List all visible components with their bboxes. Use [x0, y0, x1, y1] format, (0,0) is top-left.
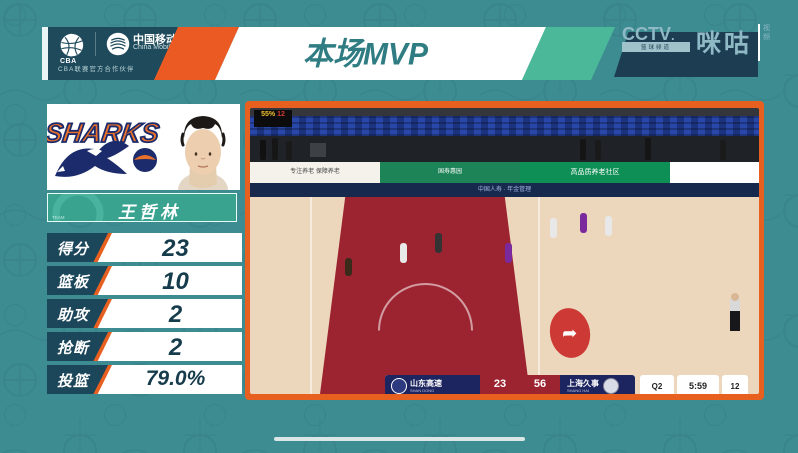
svg-text:SHARKS: SHARKS — [47, 117, 161, 148]
